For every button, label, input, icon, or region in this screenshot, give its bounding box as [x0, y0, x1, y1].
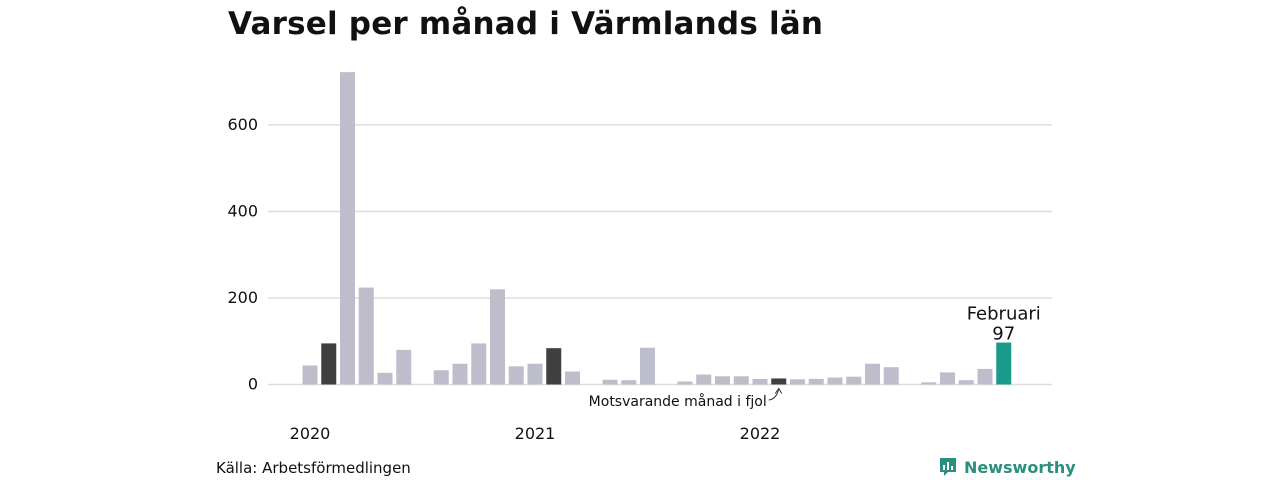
brand-name: Newsworthy	[964, 457, 1076, 477]
bar-2020-01	[302, 365, 318, 385]
bar-2021-06	[621, 380, 637, 385]
bar-2022-04	[808, 378, 824, 385]
bar-2020-09	[452, 363, 468, 385]
source-note: Källa: Arbetsförmedlingen	[216, 459, 411, 477]
bar-2020-06	[396, 349, 412, 385]
bar-2022-08	[883, 367, 899, 385]
bar-2022-02	[771, 378, 787, 385]
y-tick-label: 0	[248, 375, 258, 394]
bar-2021-05	[602, 379, 618, 385]
grid-lines	[268, 124, 1052, 386]
y-tick-label: 400	[227, 201, 258, 220]
annotation-arrow	[768, 388, 780, 401]
current-month-label: Februari	[967, 304, 1041, 325]
y-tick-label: 600	[227, 115, 258, 134]
x-year-label: 2021	[515, 424, 556, 443]
bar-2020-10	[471, 343, 487, 385]
bar-2022-12	[958, 380, 974, 385]
y-axis-ticks: 0 200 400 600	[227, 115, 258, 394]
x-year-label: 2020	[290, 424, 331, 443]
y-tick-label: 200	[227, 288, 258, 307]
bar-2020-02	[321, 343, 337, 385]
chart-title: Varsel per månad i Värmlands län	[228, 6, 824, 42]
bar-2021-07	[640, 347, 655, 385]
bar-2021-03	[565, 371, 580, 385]
previous-year-annotation: Motsvarande månad i fjol	[589, 393, 767, 410]
bar-2021-01	[527, 363, 543, 385]
bar-2022-10	[921, 382, 937, 385]
current-value-label: 97	[992, 324, 1015, 345]
bar-2022-05	[827, 377, 843, 385]
bar-2023-02	[996, 342, 1012, 385]
bars	[302, 72, 1012, 385]
bar-2022-06	[846, 376, 862, 385]
bar-2022-01	[752, 378, 768, 385]
brand-logo: Newsworthy	[938, 456, 1076, 478]
bar-2021-09	[677, 381, 693, 385]
bar-2020-03	[340, 72, 355, 385]
bar-2022-11	[940, 372, 955, 385]
x-axis-labels: 2020 2021 2022	[290, 424, 781, 443]
bar-2022-03	[790, 379, 805, 385]
annotation-arrow-head	[774, 387, 783, 394]
bar-2021-11	[715, 376, 730, 385]
bar-2020-04	[358, 287, 374, 385]
x-year-label: 2022	[740, 424, 781, 443]
bar-2020-08	[433, 370, 449, 385]
bar-2022-07	[865, 363, 880, 385]
bar-2021-10	[696, 374, 712, 385]
bar-2021-12	[733, 376, 749, 385]
bar-2021-02	[546, 348, 562, 385]
bar-2023-01	[977, 368, 993, 385]
newsworthy-icon	[940, 458, 956, 476]
bar-2020-05	[377, 372, 393, 385]
bar-2020-12	[508, 366, 524, 385]
bar-2020-11	[490, 289, 505, 385]
